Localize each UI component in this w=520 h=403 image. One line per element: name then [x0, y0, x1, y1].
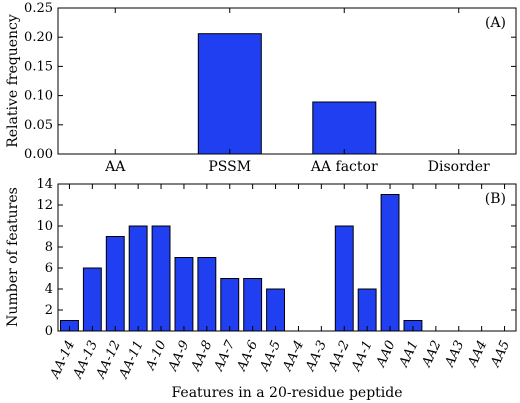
- panel-b-frame: [57, 183, 517, 332]
- panel-b-tag: (B): [485, 191, 506, 207]
- panel-b-yticks: 0 2 4 6 8 10 12 14: [36, 177, 516, 339]
- panel-b-xtick-label: AA5: [488, 338, 513, 370]
- panel-b-bar-13: [334, 225, 354, 332]
- panel-a-bar-2: [197, 33, 262, 155]
- panel-a-frame: [57, 7, 517, 155]
- panel-b-bar-2: [82, 267, 102, 332]
- panel-b-ytick-label: 0: [45, 324, 53, 339]
- panel-a-xtick-label: AA factor: [310, 159, 378, 175]
- panel-b-xtick-label: AA3: [442, 338, 467, 370]
- panel-b-ytick-label: 10: [36, 219, 53, 234]
- panel-b-bar-8: [220, 278, 240, 332]
- panel-a-ytick-label: 0.10: [24, 89, 53, 104]
- panel-a-ytick-label: 0.05: [24, 118, 53, 133]
- panel-a-bars: [197, 33, 377, 155]
- panel-b-ytick-label: 2: [45, 303, 53, 318]
- panel-b-ytick-label: 12: [36, 198, 53, 213]
- panel-b-xtick-label: AA-3: [303, 338, 330, 374]
- panel-b-bar-10: [266, 288, 286, 332]
- panel-b-bar-4: [128, 225, 148, 332]
- panel-b-xtick-label: AA0: [373, 338, 398, 370]
- panel-b-bar-6: [174, 257, 194, 332]
- panel-b-bars: [60, 194, 423, 332]
- panel-a-xtick-label: AA: [104, 159, 126, 175]
- panel-a-ytick-label: 0.00: [24, 147, 53, 162]
- panel-a-ytick-label: 0.20: [24, 30, 53, 45]
- panel-b-bar-9: [243, 278, 263, 332]
- panel-b-ylabel: Number of features: [5, 187, 21, 327]
- panel-a: 0.00 0.05 0.10 0.15 0.20 0.25 AA PSSM AA factor…: [5, 1, 517, 175]
- panel-b-xtick-label: AA-7: [211, 338, 239, 374]
- panel-a-xtick-label: PSSM: [208, 159, 251, 175]
- panel-b-xtick-label: AA1: [396, 338, 421, 370]
- panel-b-xtick-label: AA2: [419, 338, 444, 370]
- panel-a-tag: (A): [485, 15, 506, 31]
- panel-b-ytick-label: 6: [45, 261, 53, 276]
- panel-a-ylabel: Relative frequency: [5, 14, 21, 148]
- panel-a-ytick-label: 0.15: [24, 59, 53, 74]
- panel-b-ytick-label: 14: [36, 177, 53, 192]
- panel-b-ytick-label: 4: [45, 282, 53, 297]
- panel-b-xtick-label: AA-9: [165, 338, 192, 374]
- panel-b-bar-3: [105, 236, 125, 332]
- panel-b-xlabel: Features in a 20-residue peptide: [171, 385, 402, 401]
- panel-b-ytick-label: 8: [45, 240, 53, 255]
- panel-a-bar-3: [312, 101, 377, 155]
- panel-b-xtick-label: AA4: [465, 338, 490, 370]
- panel-b-bar-5: [151, 225, 171, 332]
- panel-b-xtick-label: AA-5: [257, 338, 284, 374]
- panel-a-xlabels: AA PSSM AA factor Disorder: [104, 8, 490, 175]
- panel-b-bar-15: [380, 194, 400, 332]
- panel-b-xtick-label: AA-2: [326, 338, 353, 374]
- panel-a-yticks: 0.00 0.05 0.10 0.15 0.20 0.25: [24, 1, 516, 162]
- panel-b-xtick-label: AA-4: [280, 338, 307, 374]
- panel-b-bar-7: [197, 257, 217, 332]
- panel-b-xtick-label: AA-1: [348, 338, 375, 374]
- panel-a-ytick-label: 0.25: [24, 1, 53, 16]
- panel-b-xtick-label: AA-8: [188, 338, 215, 374]
- panel-b-bar-14: [357, 288, 377, 332]
- panel-b-xtick-label: AA-6: [234, 338, 261, 374]
- panel-a-xtick-label: Disorder: [428, 159, 490, 175]
